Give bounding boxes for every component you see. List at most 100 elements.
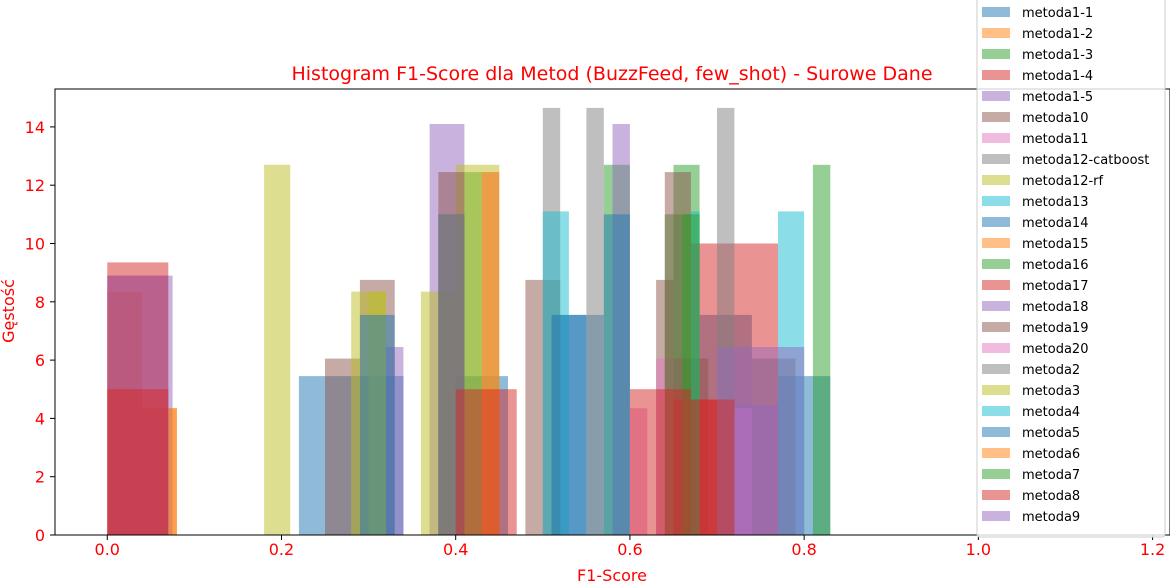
legend: metoda1-1 metoda1-2 metoda1-3 metoda1-4 meto…	[976, 0, 1166, 538]
legend-item: metoda20	[982, 342, 1088, 357]
legend-item: metoda1-2	[982, 27, 1093, 42]
histogram-bar	[690, 399, 735, 535]
legend-label: metoda7	[1022, 468, 1080, 483]
legend-label: metoda18	[1022, 300, 1088, 315]
legend-label: metoda1-2	[1022, 27, 1093, 42]
y-tick-label: 2	[35, 468, 45, 487]
legend-label: metoda15	[1022, 237, 1088, 252]
legend-item: metoda15	[982, 237, 1088, 252]
legend-label: metoda6	[1022, 447, 1080, 462]
legend-label: metoda1-3	[1022, 48, 1093, 63]
legend-label: metoda10	[1022, 111, 1088, 126]
legend-item: metoda10	[982, 111, 1088, 126]
legend-swatch	[982, 364, 1010, 374]
legend-item: metoda7	[982, 468, 1080, 483]
histogram-bar	[629, 389, 691, 535]
legend-frame	[976, 0, 1166, 538]
legend-swatch	[982, 385, 1010, 395]
legend-item: metoda12-catboost	[982, 153, 1149, 168]
histogram-bar	[734, 405, 779, 535]
legend-swatch	[982, 280, 1010, 290]
legend-item: metoda18	[982, 300, 1088, 315]
histogram-bar	[168, 408, 177, 535]
legend-item: metoda19	[982, 321, 1088, 336]
legend-label: metoda19	[1022, 321, 1088, 336]
series-metoda5	[359, 314, 587, 535]
legend-label: metoda2	[1022, 363, 1080, 378]
legend-item: metoda12-rf	[982, 174, 1104, 189]
series-metoda8	[107, 389, 735, 535]
legend-item: metoda5	[982, 426, 1080, 441]
x-tick-label: 0.6	[617, 540, 642, 559]
histogram-bar	[812, 164, 831, 536]
legend-item: metoda17	[982, 279, 1088, 294]
legend-swatch	[982, 322, 1010, 332]
legend-label: metoda11	[1022, 132, 1088, 147]
y-axis-title: Gęstość	[0, 279, 18, 343]
legend-swatch	[982, 175, 1010, 185]
legend-item: metoda9	[982, 510, 1080, 525]
legend-label: metoda3	[1022, 384, 1080, 399]
legend-item: metoda1-4	[982, 69, 1093, 84]
x-axis-ticks: 0.0 0.2 0.4 0.6 0.8 1.0 1.2	[95, 535, 1165, 559]
y-tick-label: 10	[25, 234, 45, 253]
legend-item: metoda1-5	[982, 90, 1093, 105]
legend-label: metoda20	[1022, 342, 1088, 357]
x-tick-label: 0.4	[443, 540, 468, 559]
legend-item: metoda16	[982, 258, 1088, 273]
legend-swatch	[982, 196, 1010, 206]
legend-item: metoda2	[982, 363, 1080, 378]
histogram-bar	[264, 164, 291, 536]
legend-swatch	[982, 7, 1010, 17]
y-tick-label: 6	[35, 351, 45, 370]
y-tick-label: 8	[35, 293, 45, 312]
legend-swatch	[982, 91, 1010, 101]
y-tick-label: 12	[25, 176, 45, 195]
legend-label: metoda1-5	[1022, 90, 1093, 105]
legend-swatch	[982, 217, 1010, 227]
legend-item: metoda13	[982, 195, 1088, 210]
legend-label: metoda8	[1022, 489, 1080, 504]
series-metoda9	[734, 405, 779, 535]
legend-swatch	[982, 448, 1010, 458]
y-axis-ticks: 0 2 4 6 8 10 12 14	[25, 118, 55, 545]
legend-item: metoda11	[982, 132, 1088, 147]
legend-swatch	[982, 301, 1010, 311]
legend-swatch	[982, 238, 1010, 248]
x-tick-label: 0.2	[269, 540, 294, 559]
legend-swatch	[982, 28, 1010, 38]
histogram-bar	[586, 107, 604, 536]
histogram-bar	[603, 214, 630, 536]
histogram-bar	[359, 314, 395, 535]
histogram-bars	[107, 107, 831, 536]
histogram-bar	[551, 314, 587, 535]
legend-swatch	[982, 259, 1010, 269]
legend-item: metoda3	[982, 384, 1080, 399]
legend-swatch	[982, 490, 1010, 500]
legend-label: metoda14	[1022, 216, 1088, 231]
legend-swatch	[982, 112, 1010, 122]
legend-item: metoda6	[982, 447, 1080, 462]
legend-label: metoda13	[1022, 195, 1088, 210]
legend-label: metoda16	[1022, 258, 1088, 273]
legend-item: metoda14	[982, 216, 1088, 231]
legend-label: metoda12-catboost	[1022, 153, 1149, 168]
legend-swatch	[982, 406, 1010, 416]
x-tick-label: 1.2	[1140, 540, 1165, 559]
legend-label: metoda17	[1022, 279, 1088, 294]
y-tick-label: 4	[35, 409, 45, 428]
x-tick-label: 0.8	[791, 540, 816, 559]
legend-label: metoda1-1	[1022, 6, 1093, 21]
legend-swatch	[982, 49, 1010, 59]
series-metoda6	[168, 408, 177, 535]
legend-label: metoda9	[1022, 510, 1080, 525]
chart-title: Histogram F1-Score dla Metod (BuzzFeed, …	[291, 63, 932, 85]
legend-swatch	[982, 133, 1010, 143]
legend-label: metoda5	[1022, 426, 1080, 441]
legend-swatch	[982, 154, 1010, 164]
legend-swatch	[982, 427, 1010, 437]
y-tick-label: 14	[25, 118, 45, 137]
legend-swatch	[982, 343, 1010, 353]
x-tick-label: 1.0	[966, 540, 991, 559]
